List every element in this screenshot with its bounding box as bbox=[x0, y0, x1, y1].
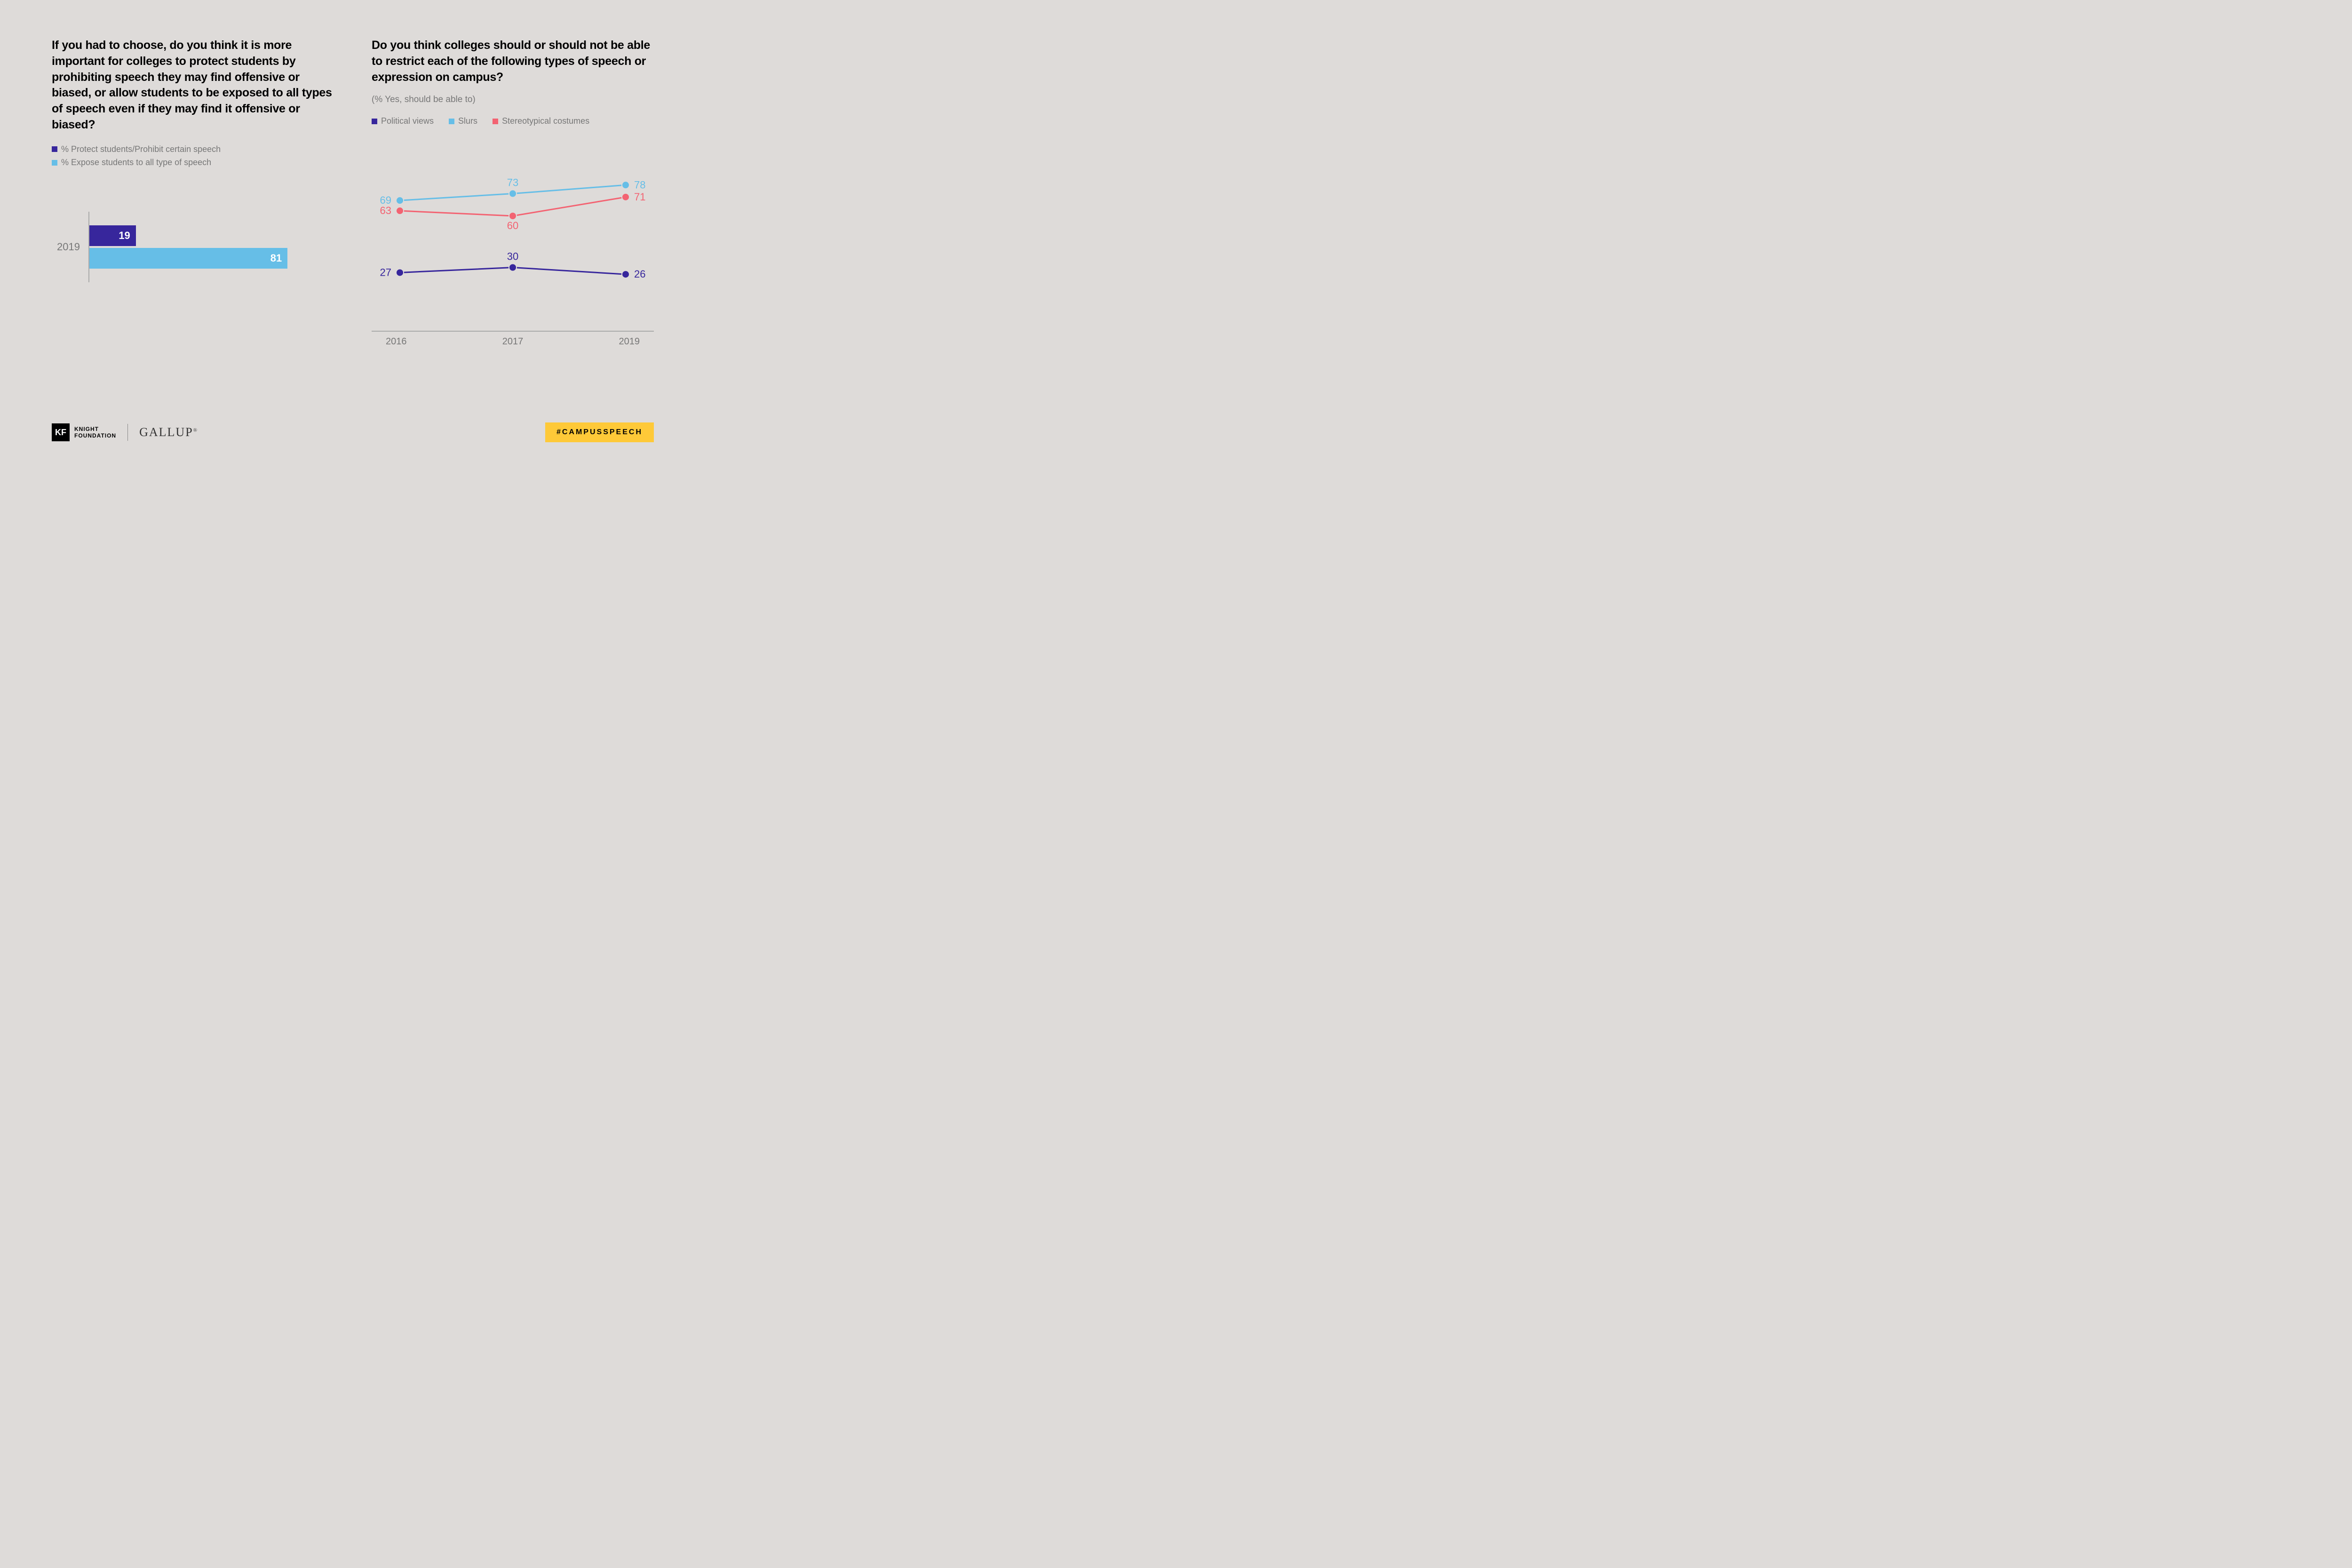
kf-line1: KNIGHT bbox=[74, 426, 116, 432]
hashtag-badge: #CAMPUSSPEECH bbox=[545, 422, 654, 442]
right-subtitle: (% Yes, should be able to) bbox=[372, 95, 654, 105]
left-panel: If you had to choose, do you think it is… bbox=[52, 38, 334, 404]
kf-icon: KF bbox=[52, 423, 70, 441]
data-point bbox=[509, 190, 516, 198]
legend-label: Stereotypical costumes bbox=[502, 116, 589, 126]
data-point bbox=[622, 271, 629, 278]
data-point bbox=[622, 193, 629, 201]
legend-label: Political views bbox=[381, 116, 434, 126]
data-point bbox=[622, 182, 629, 189]
logo-divider bbox=[127, 424, 128, 441]
kf-line2: FOUNDATION bbox=[74, 432, 116, 439]
data-label: 63 bbox=[380, 205, 391, 216]
legend-swatch bbox=[493, 119, 498, 124]
content-row: If you had to choose, do you think it is… bbox=[52, 38, 654, 404]
legend-item: Political views bbox=[372, 116, 434, 126]
legend-item: % Protect students/Prohibit certain spee… bbox=[52, 143, 334, 156]
legend-swatch bbox=[52, 146, 57, 152]
legend-item: Slurs bbox=[449, 116, 477, 126]
legend-swatch bbox=[372, 119, 377, 124]
data-label: 78 bbox=[634, 179, 645, 191]
line-chart: 273026697378636071 bbox=[372, 140, 654, 328]
x-tick-label: 2017 bbox=[502, 336, 524, 347]
bar-row: 19 bbox=[89, 225, 334, 246]
logos: KF KNIGHT FOUNDATION GALLUP® bbox=[52, 423, 198, 441]
gallup-text: GALLUP bbox=[139, 425, 193, 439]
legend-label: % Expose students to all type of speech bbox=[61, 156, 211, 169]
data-label: 60 bbox=[507, 220, 518, 231]
legend-item: % Expose students to all type of speech bbox=[52, 156, 334, 169]
legend-label: % Protect students/Prohibit certain spee… bbox=[61, 143, 221, 156]
bar-chart: 2019 1981 bbox=[52, 212, 334, 282]
legend-swatch bbox=[52, 160, 57, 166]
data-point bbox=[509, 212, 516, 220]
data-label: 71 bbox=[634, 191, 645, 203]
bar-row: 81 bbox=[89, 248, 334, 269]
data-label: 27 bbox=[380, 267, 391, 279]
line-chart-wrap: 273026697378636071 201620172019 bbox=[372, 140, 654, 404]
kf-icon-text: KF bbox=[55, 428, 66, 438]
x-tick-label: 2016 bbox=[386, 336, 407, 347]
left-question: If you had to choose, do you think it is… bbox=[52, 38, 334, 133]
data-point bbox=[396, 197, 404, 204]
knight-foundation-logo: KF KNIGHT FOUNDATION bbox=[52, 423, 116, 441]
kf-text: KNIGHT FOUNDATION bbox=[74, 426, 116, 439]
legend-swatch bbox=[449, 119, 454, 124]
right-panel: Do you think colleges should or should n… bbox=[372, 38, 654, 404]
x-axis-labels: 2016 2017 2019 bbox=[372, 331, 654, 347]
legend-item: Stereotypical costumes bbox=[493, 116, 589, 126]
bar: 81 bbox=[89, 248, 287, 269]
left-legend: % Protect students/Prohibit certain spee… bbox=[52, 143, 334, 170]
data-label: 30 bbox=[507, 251, 518, 263]
gallup-logo: GALLUP® bbox=[139, 425, 198, 439]
right-legend: Political views Slurs Stereotypical costum… bbox=[372, 116, 654, 126]
data-label: 73 bbox=[507, 177, 518, 189]
data-point bbox=[396, 269, 404, 277]
x-tick-label: 2019 bbox=[619, 336, 640, 347]
bar: 19 bbox=[89, 225, 136, 246]
data-point bbox=[509, 264, 516, 271]
bar-year-label: 2019 bbox=[52, 241, 80, 253]
footer: KF KNIGHT FOUNDATION GALLUP® #CAMPUSSPEE… bbox=[52, 422, 654, 442]
data-point bbox=[396, 207, 404, 215]
right-question: Do you think colleges should or should n… bbox=[372, 38, 654, 85]
legend-label: Slurs bbox=[458, 116, 477, 126]
bar-plot-area: 1981 bbox=[88, 212, 334, 282]
data-label: 26 bbox=[634, 268, 645, 280]
